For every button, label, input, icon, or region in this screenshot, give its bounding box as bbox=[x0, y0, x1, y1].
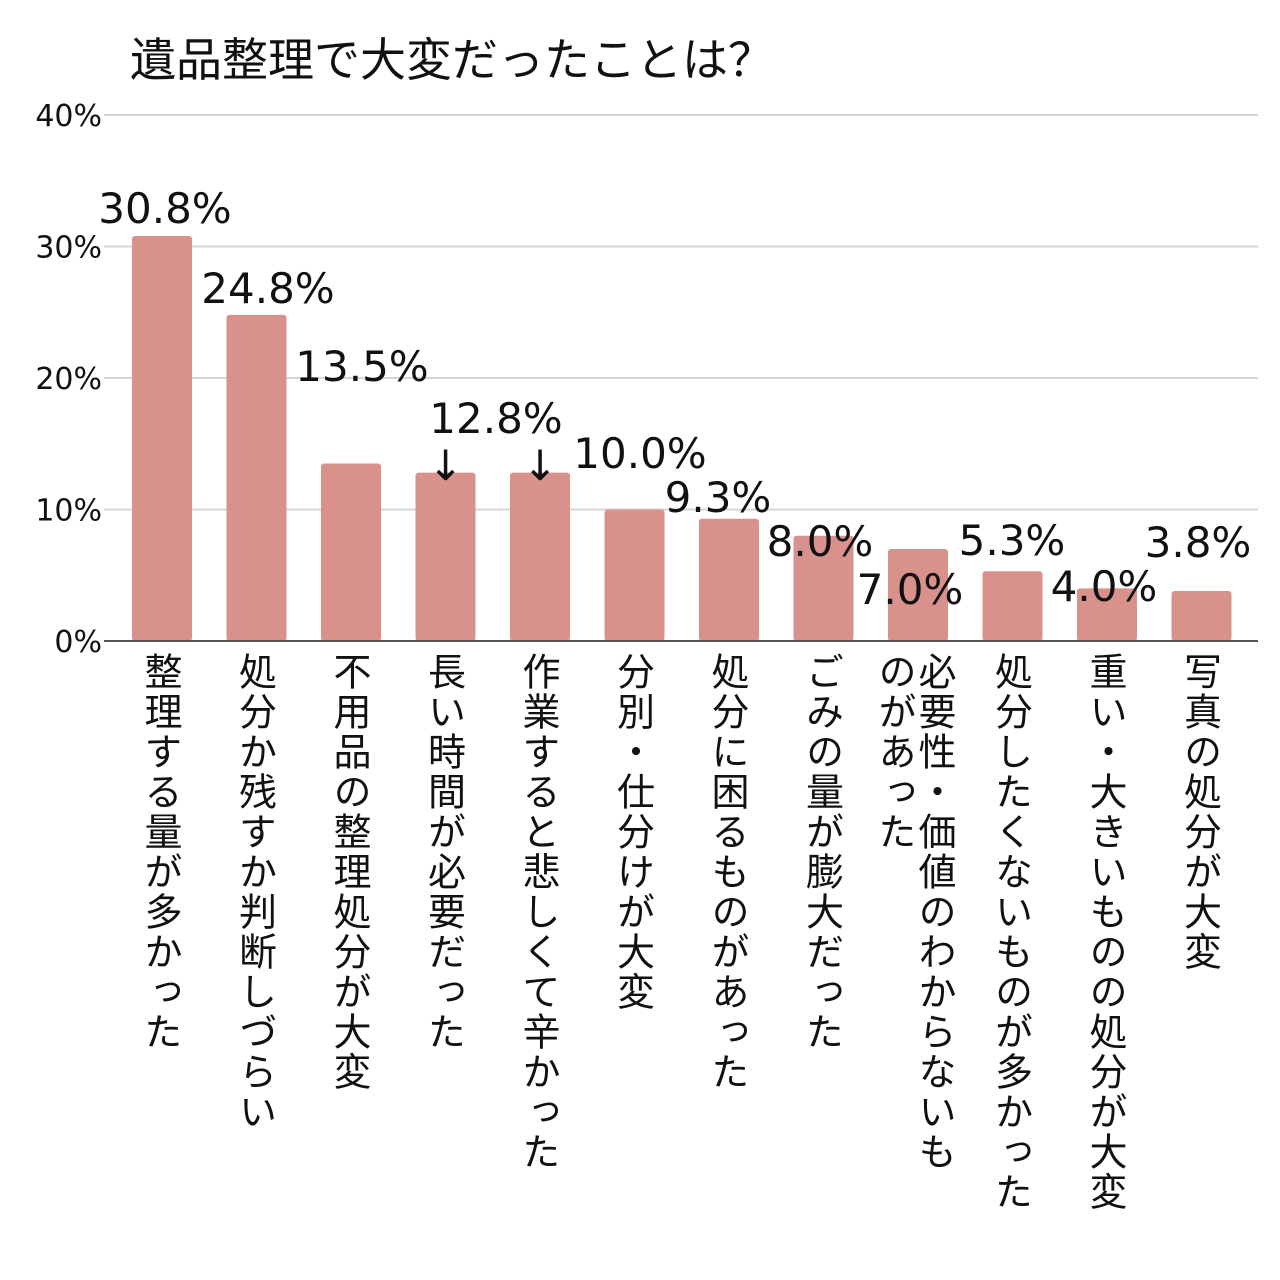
data-label: 7.0% bbox=[857, 565, 964, 614]
data-label: 9.3% bbox=[665, 473, 772, 522]
data-label: 5.3% bbox=[959, 516, 1066, 565]
bar bbox=[699, 518, 759, 641]
data-label: 3.8% bbox=[1145, 518, 1252, 567]
category-label: 重い・大きいものの処分が大変 bbox=[1083, 652, 1127, 1212]
bar bbox=[888, 548, 948, 641]
y-tick-label: 0% bbox=[54, 625, 102, 660]
category-label: 写真の処分が大変 bbox=[1177, 652, 1222, 972]
category-label: 処分か残すか判断しづらい bbox=[232, 652, 277, 1132]
bar bbox=[510, 472, 570, 641]
bar bbox=[132, 235, 192, 642]
bar bbox=[226, 314, 287, 641]
bar bbox=[604, 509, 665, 641]
y-tick-label: 10% bbox=[35, 494, 102, 529]
data-label: 30.8% bbox=[98, 184, 231, 233]
chart-title: 遺品整理で大変だったことは？ bbox=[130, 33, 774, 87]
data-label: 13.5% bbox=[295, 342, 428, 391]
bar bbox=[321, 463, 381, 641]
y-tick-label: 30% bbox=[35, 231, 102, 266]
data-label: 8.0% bbox=[767, 517, 874, 566]
y-tick-label: 20% bbox=[35, 362, 102, 397]
bar bbox=[982, 571, 1043, 641]
category-label: 分別・仕分けが大変 bbox=[610, 652, 655, 1012]
bar bbox=[1171, 591, 1232, 641]
bar bbox=[793, 535, 854, 641]
category-label: ごみの量が膨大だった bbox=[799, 652, 844, 1052]
category-label: 整理する量が多かった bbox=[138, 652, 182, 1052]
y-tick-label: 40% bbox=[35, 99, 102, 134]
data-label: 24.8% bbox=[201, 264, 334, 313]
data-label: 4.0% bbox=[1051, 562, 1158, 611]
category-label: 必要性・価値のわからないものがあった bbox=[872, 652, 956, 1172]
category-label: 作業すると悲しくて辛かった bbox=[516, 652, 560, 1172]
down-arrow-icon: ↓ bbox=[428, 441, 463, 490]
down-arrow-icon: ↓ bbox=[522, 441, 557, 490]
bar bbox=[415, 472, 476, 641]
category-label: 処分したくないものが多かった bbox=[988, 652, 1033, 1212]
category-label: 長い時間が必要だった bbox=[421, 652, 466, 1052]
data-label: 10.0% bbox=[573, 429, 706, 478]
category-label: 不用品の整理処分が大変 bbox=[327, 652, 371, 1092]
bar bbox=[1077, 588, 1137, 641]
category-label: 処分に困るものがあった bbox=[705, 652, 749, 1092]
data-label-shared: 12.8% bbox=[429, 394, 562, 443]
